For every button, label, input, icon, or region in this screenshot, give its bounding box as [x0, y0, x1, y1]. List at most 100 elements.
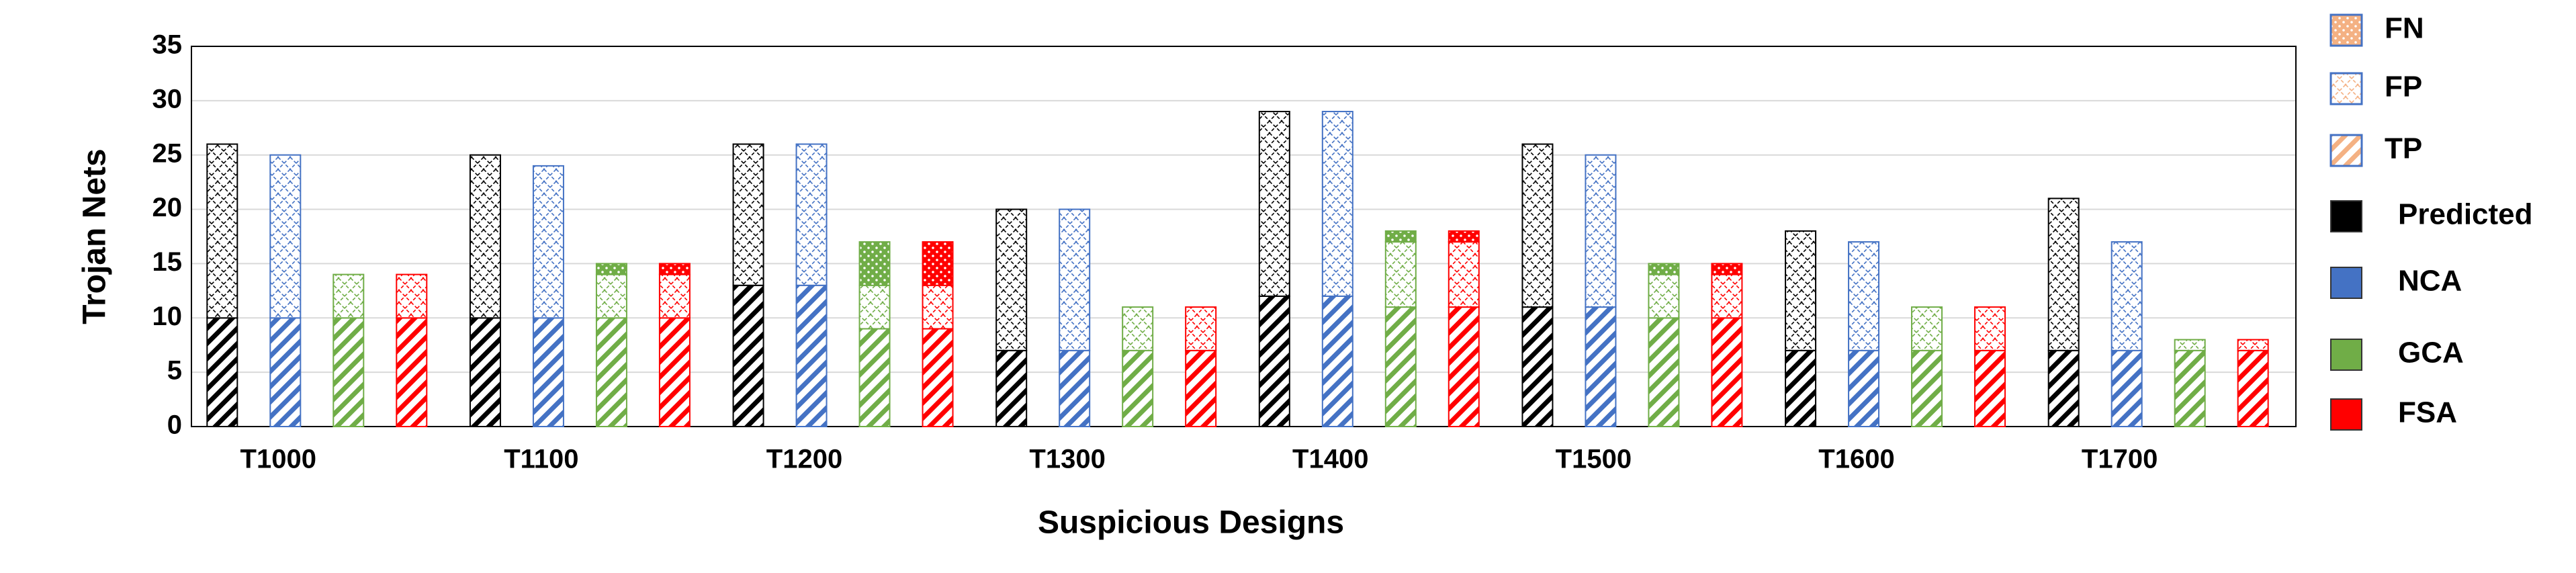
- bar-segment: [1185, 306, 1217, 351]
- bar-segment: [469, 317, 501, 427]
- bar-segment: [858, 241, 891, 286]
- bar-segment: [1258, 111, 1290, 297]
- bar-segment: [1711, 273, 1743, 319]
- bar-segment: [922, 241, 954, 286]
- y-tick-label: 10: [152, 302, 183, 331]
- bar-segment: [396, 317, 428, 427]
- bar-segment: [858, 328, 891, 428]
- bar-segment: [658, 317, 691, 427]
- bar-segment: [1448, 230, 1480, 243]
- bar-segment: [1585, 306, 1617, 427]
- bar-segment: [269, 317, 302, 427]
- x-axis-title: Suspicious Designs: [1038, 505, 1344, 541]
- bar-segment: [1384, 306, 1417, 427]
- bar-segment: [1059, 208, 1091, 351]
- y-tick-label: 0: [167, 410, 182, 440]
- bar-segment: [2174, 339, 2206, 351]
- y-tick-label: 30: [152, 84, 183, 114]
- legend-swatch: [2330, 339, 2362, 371]
- bar-segment: [1648, 273, 1680, 319]
- bar-segment: [2111, 349, 2143, 427]
- bar-segment: [1974, 349, 2006, 427]
- bar-segment: [658, 263, 691, 275]
- legend-swatch: [2329, 13, 2363, 47]
- bar-segment: [1321, 111, 1353, 297]
- plot-frame: [191, 46, 2297, 427]
- bar-segment: [595, 317, 627, 427]
- bar-segment: [2237, 339, 2269, 351]
- bar-segment: [532, 165, 564, 319]
- bar-segment: [206, 143, 238, 319]
- bar-segment: [2047, 197, 2080, 351]
- x-tick-label: T1700: [2082, 445, 2158, 474]
- legend-label: FSA: [2398, 396, 2457, 429]
- bar-segment: [1974, 306, 2006, 351]
- bar-segment: [1448, 241, 1480, 308]
- bar-segment: [995, 349, 1028, 427]
- bar-segment: [1848, 241, 1880, 351]
- bar-segment: [1384, 241, 1417, 308]
- bar-segment: [658, 273, 691, 319]
- bar-segment: [206, 317, 238, 427]
- bar-segment: [1711, 317, 1743, 427]
- bar-segment: [1122, 349, 1154, 427]
- legend-label: TP: [2385, 132, 2422, 165]
- bar-segment: [2237, 349, 2269, 427]
- legend-label: GCA: [2398, 337, 2464, 369]
- legend-label: NCA: [2398, 265, 2462, 298]
- legend-swatch: [2330, 267, 2362, 299]
- bar-segment: [1911, 306, 1943, 351]
- bar-segment: [1384, 230, 1417, 243]
- bar-segment: [469, 154, 501, 319]
- bar-segment: [2174, 349, 2206, 427]
- legend-label: FN: [2385, 12, 2424, 45]
- bar-segment: [1258, 295, 1290, 428]
- bar-segment: [1785, 230, 1817, 351]
- y-axis-title: Trojan Nets: [77, 148, 113, 324]
- bar-segment: [269, 154, 302, 319]
- bar-segment: [1521, 306, 1554, 427]
- bar-segment: [922, 284, 954, 330]
- bar-segment: [795, 143, 828, 286]
- y-tick-label: 20: [152, 193, 183, 222]
- bar-segment: [1911, 349, 1943, 427]
- bar-segment: [1648, 263, 1680, 275]
- y-tick-label: 15: [152, 247, 183, 277]
- x-tick-label: T1300: [1029, 445, 1105, 474]
- bar-segment: [1785, 349, 1817, 427]
- bar-segment: [332, 273, 365, 319]
- legend-swatch: [2329, 134, 2363, 167]
- bar-segment: [732, 284, 764, 427]
- legend-swatch: [2329, 72, 2363, 105]
- x-tick-label: T1600: [1818, 445, 1894, 474]
- bar-segment: [1122, 306, 1154, 351]
- bar-segment: [396, 273, 428, 319]
- x-tick-label: T1200: [766, 445, 842, 474]
- x-tick-label: T1500: [1556, 445, 1632, 474]
- bar-segment: [2047, 349, 2080, 427]
- x-tick-label: T1400: [1292, 445, 1368, 474]
- bar-segment: [1585, 154, 1617, 308]
- x-tick-label: T1100: [504, 445, 578, 474]
- bar-segment: [995, 208, 1028, 351]
- legend-label: FP: [2385, 71, 2422, 103]
- y-tick-label: 5: [167, 356, 182, 386]
- bar-segment: [1448, 306, 1480, 427]
- bar-segment: [1711, 263, 1743, 275]
- bar-segment: [595, 263, 627, 275]
- legend-swatch: [2330, 398, 2362, 431]
- y-tick-label: 25: [152, 138, 183, 168]
- bar-segment: [1648, 317, 1680, 427]
- x-tick-label: T1000: [240, 445, 316, 474]
- bar-segment: [732, 143, 764, 286]
- bar-segment: [1185, 349, 1217, 427]
- legend-label: Predicted: [2398, 198, 2533, 231]
- bar-segment: [332, 317, 365, 427]
- bar-segment: [595, 273, 627, 319]
- legend-swatch: [2330, 200, 2362, 232]
- bar-segment: [922, 328, 954, 428]
- bar-segment: [532, 317, 564, 427]
- y-tick-label: 35: [152, 30, 183, 60]
